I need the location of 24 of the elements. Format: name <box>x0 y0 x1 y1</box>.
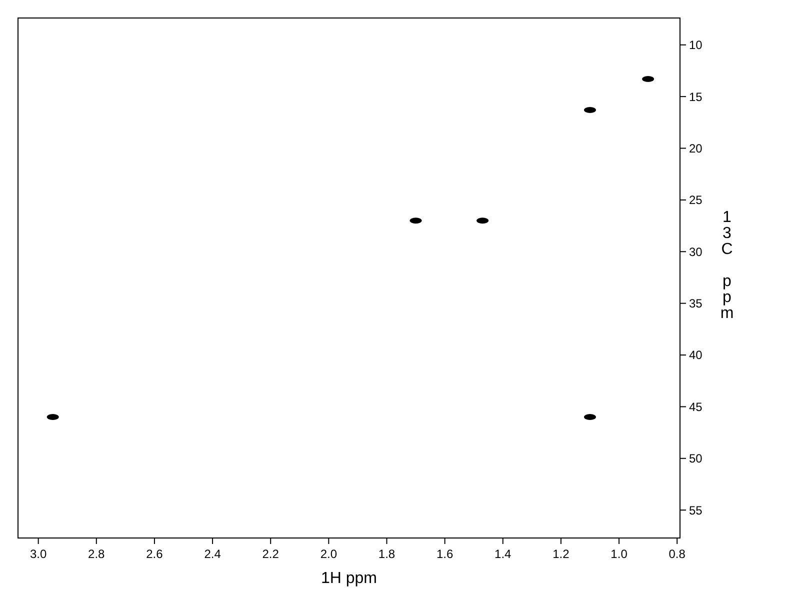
y-tick-label: 50 <box>689 452 703 466</box>
y-tick-label: 30 <box>689 244 703 259</box>
y-tick-label: 10 <box>689 38 703 52</box>
y-axis-title: 13C ppm <box>720 209 734 322</box>
y-tick-label: 20 <box>689 141 703 156</box>
x-tick-label: 2.0 <box>320 547 338 561</box>
x-tick-label: 1.0 <box>610 547 628 561</box>
y-tick-label: 45 <box>689 400 703 414</box>
x-tick-label: 2.8 <box>88 547 106 561</box>
x-tick-label: 3.0 <box>30 547 47 561</box>
x-tick-label: 1.8 <box>378 547 396 561</box>
y-tick-label: 25 <box>689 193 703 208</box>
x-tick-label: 2.6 <box>146 547 164 561</box>
x-tick-label: 1.2 <box>552 547 570 561</box>
x-axis-title: 1H ppm <box>320 570 378 587</box>
y-tick-label: 15 <box>689 90 703 104</box>
x-tick-label: 2.2 <box>262 547 280 561</box>
y-tick-label: 55 <box>689 503 703 518</box>
x-tick-label: 0.8 <box>668 547 686 561</box>
x-tick-label: 2.4 <box>204 547 222 561</box>
x-tick-label: 1.6 <box>436 547 454 561</box>
y-tick-label: 35 <box>689 296 703 311</box>
y-tick-label: 40 <box>689 348 703 362</box>
x-tick-label: 1.4 <box>494 547 512 561</box>
